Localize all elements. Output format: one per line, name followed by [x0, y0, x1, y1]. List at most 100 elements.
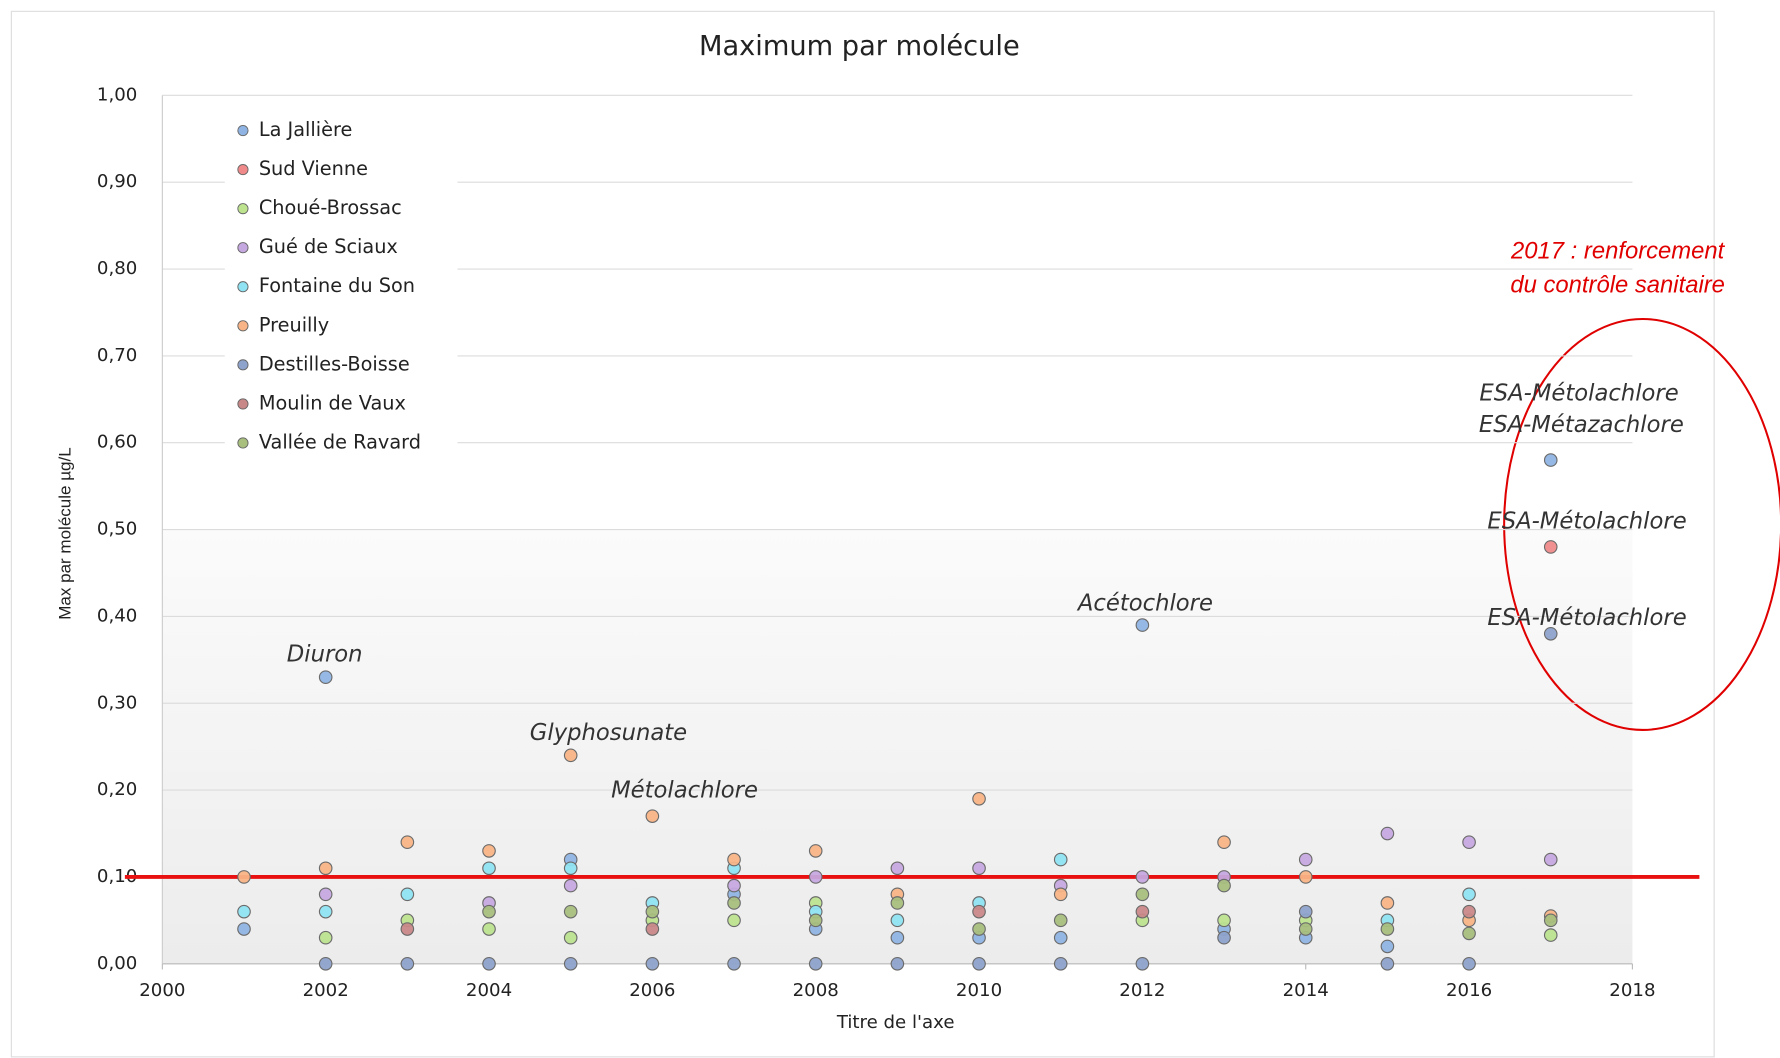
- point: [1135, 618, 1150, 632]
- point: [1135, 870, 1150, 884]
- legend-label: La Jallière: [259, 118, 353, 141]
- point: [1298, 870, 1313, 884]
- point: [482, 861, 496, 876]
- point: [645, 904, 660, 919]
- point: [972, 904, 986, 919]
- note: du contrôle sanitaire: [1510, 271, 1725, 298]
- point: [1462, 835, 1476, 850]
- point: [1053, 956, 1068, 971]
- legend-marker: [237, 203, 249, 215]
- point: [972, 861, 986, 876]
- legend-marker: [237, 242, 249, 254]
- x-tick-label: 2004: [466, 980, 512, 1001]
- point: [808, 844, 823, 858]
- point: [972, 791, 986, 806]
- point: [645, 922, 660, 936]
- x-tick-label: 2010: [956, 980, 1002, 1001]
- legend-label: Moulin de Vaux: [259, 391, 406, 414]
- point: [1543, 852, 1558, 867]
- point: [563, 861, 578, 876]
- legend-label: Choué-Brossac: [259, 196, 402, 219]
- point: [1462, 956, 1476, 971]
- point: [1135, 956, 1150, 971]
- y-tick-label: 0,20: [97, 779, 137, 800]
- highlight-ellipse: [1503, 318, 1780, 731]
- point: [890, 861, 905, 876]
- y-tick-label: 0,70: [97, 345, 137, 366]
- point: [1298, 852, 1313, 867]
- point: [1053, 913, 1068, 928]
- point: [482, 956, 496, 971]
- annotation: ESA-Métolachlore: [1487, 605, 1686, 631]
- point: [237, 904, 251, 919]
- point: [1298, 922, 1313, 936]
- x-tick-label: 2012: [1119, 980, 1165, 1001]
- legend-label: Fontaine du Son: [259, 274, 415, 297]
- chart-title: Maximum par molécule: [699, 31, 1020, 62]
- point: [808, 870, 823, 884]
- legend-marker: [237, 320, 249, 332]
- annotation: Diuron: [287, 642, 363, 668]
- point: [1543, 540, 1558, 554]
- point: [1462, 926, 1476, 941]
- legend-label: Vallée de Ravard: [259, 430, 421, 453]
- legend-marker: [237, 398, 249, 410]
- point: [972, 956, 986, 971]
- point: [727, 852, 741, 867]
- y-tick-label: 0,40: [97, 605, 137, 626]
- point: [1135, 887, 1150, 902]
- note: 2017 : renforcement: [1510, 237, 1726, 264]
- point: [1217, 878, 1231, 893]
- x-tick-label: 2006: [629, 980, 675, 1001]
- point: [727, 896, 741, 910]
- point: [563, 904, 578, 919]
- legend-marker: [237, 281, 249, 293]
- point: [1380, 956, 1395, 971]
- point: [1217, 930, 1231, 945]
- point: [645, 809, 660, 823]
- y-axis-label: Max par molécule µg/L: [55, 447, 74, 619]
- point: [808, 913, 823, 928]
- point: [808, 956, 823, 971]
- point: [1298, 904, 1313, 919]
- point: [1543, 626, 1558, 641]
- point: [318, 670, 333, 685]
- point: [1053, 930, 1068, 945]
- annotation: ESA-Métazachlore: [1479, 412, 1684, 438]
- legend-label: Sud Vienne: [259, 157, 368, 180]
- legend-marker: [237, 124, 249, 137]
- legend-label: Gué de Sciaux: [259, 235, 398, 258]
- x-tick-label: 2000: [139, 980, 185, 1001]
- point: [727, 956, 741, 971]
- point: [1462, 887, 1476, 902]
- point: [645, 956, 660, 971]
- y-tick-label: 0,00: [97, 953, 137, 974]
- point: [727, 913, 741, 928]
- point: [727, 878, 741, 893]
- annotation: ESA-Métolachlore: [1479, 380, 1678, 406]
- y-tick-label: 0,30: [97, 692, 137, 713]
- y-tick-label: 0,10: [97, 866, 137, 887]
- point: [1135, 904, 1150, 919]
- legend-marker: [237, 437, 249, 449]
- point: [1543, 913, 1558, 928]
- y-tick-label: 0,60: [97, 432, 137, 453]
- x-tick-label: 2002: [303, 980, 349, 1001]
- point: [1380, 826, 1395, 841]
- point: [318, 861, 333, 876]
- legend-label: Preuilly: [259, 313, 329, 336]
- point: [890, 913, 905, 928]
- point: [563, 930, 578, 945]
- point: [890, 896, 905, 910]
- annotation: Glyphosunate: [530, 720, 687, 746]
- point: [318, 887, 333, 902]
- point: [1380, 896, 1395, 910]
- point: [237, 922, 251, 936]
- point: [890, 930, 905, 945]
- point: [1217, 835, 1231, 850]
- point: [1462, 904, 1476, 919]
- x-tick-label: 2008: [793, 980, 839, 1001]
- x-tick-label: 2014: [1283, 980, 1329, 1001]
- legend-label: Destilles-Boisse: [259, 352, 410, 375]
